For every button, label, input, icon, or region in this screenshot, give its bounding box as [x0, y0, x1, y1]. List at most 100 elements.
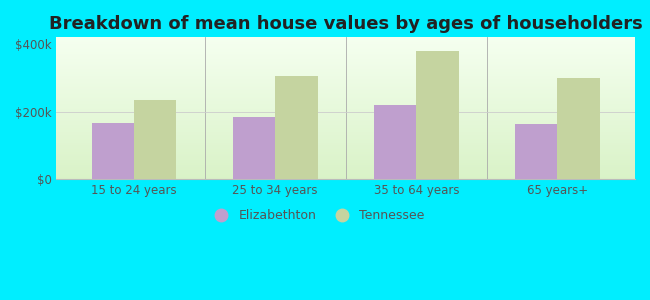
Bar — [57, 83, 635, 84]
Bar — [57, 162, 635, 163]
Bar — [57, 79, 635, 80]
Bar — [57, 59, 635, 60]
Bar — [57, 110, 635, 111]
Bar — [57, 78, 635, 79]
Bar — [57, 90, 635, 91]
Bar — [57, 132, 635, 133]
Bar — [57, 165, 635, 166]
Bar — [57, 130, 635, 131]
Bar — [57, 102, 635, 103]
Bar — [57, 77, 635, 78]
Bar — [57, 45, 635, 46]
Bar — [57, 40, 635, 41]
Bar — [57, 137, 635, 138]
Bar — [57, 142, 635, 143]
Bar — [57, 58, 635, 59]
Bar — [57, 47, 635, 48]
Bar — [57, 176, 635, 177]
Bar — [57, 143, 635, 144]
Bar — [57, 155, 635, 156]
Bar — [57, 121, 635, 122]
Bar — [57, 148, 635, 149]
Bar — [558, 78, 600, 179]
Bar — [57, 149, 635, 150]
Bar — [57, 69, 635, 70]
Bar — [57, 41, 635, 42]
Bar — [57, 173, 635, 174]
Bar — [57, 174, 635, 175]
Bar — [57, 178, 635, 179]
Bar — [57, 160, 635, 161]
Bar — [57, 109, 635, 110]
Bar — [57, 105, 635, 106]
Bar — [57, 151, 635, 152]
Bar — [57, 93, 635, 94]
Bar — [57, 171, 635, 172]
Bar — [57, 116, 635, 117]
Bar — [57, 76, 635, 77]
Bar — [57, 97, 635, 98]
Bar — [57, 161, 635, 162]
Bar — [57, 101, 635, 102]
Bar — [57, 56, 635, 57]
Bar — [57, 48, 635, 49]
Bar — [57, 111, 635, 112]
Bar — [57, 65, 635, 66]
Bar — [57, 92, 635, 93]
Bar — [57, 153, 635, 154]
Bar — [57, 55, 635, 56]
Bar — [57, 175, 635, 176]
Bar — [57, 71, 635, 72]
Bar — [57, 168, 635, 169]
Bar — [57, 154, 635, 155]
Bar — [57, 123, 635, 124]
Bar — [57, 115, 635, 116]
Bar — [57, 139, 635, 140]
Bar — [57, 100, 635, 101]
Bar — [57, 170, 635, 171]
Bar — [57, 157, 635, 158]
Bar — [57, 88, 635, 89]
Bar — [57, 172, 635, 173]
Bar — [57, 89, 635, 90]
Bar — [57, 112, 635, 113]
Bar — [57, 60, 635, 61]
Bar — [57, 128, 635, 129]
Bar — [57, 129, 635, 130]
Bar — [134, 100, 176, 179]
Bar — [57, 126, 635, 127]
Bar — [57, 103, 635, 104]
Bar — [57, 106, 635, 107]
Bar — [57, 107, 635, 108]
Bar — [57, 43, 635, 44]
Bar — [275, 76, 317, 179]
Bar — [57, 124, 635, 125]
Bar — [57, 44, 635, 45]
Bar — [57, 95, 635, 96]
Bar — [57, 122, 635, 123]
Bar — [57, 119, 635, 120]
Bar — [57, 104, 635, 105]
Bar — [57, 85, 635, 86]
Bar — [57, 61, 635, 62]
Bar — [57, 64, 635, 65]
Bar — [57, 114, 635, 115]
Bar — [57, 150, 635, 151]
Bar — [515, 124, 558, 179]
Title: Breakdown of mean house values by ages of householders: Breakdown of mean house values by ages o… — [49, 15, 643, 33]
Bar — [57, 84, 635, 85]
Bar — [57, 144, 635, 145]
Bar — [57, 125, 635, 126]
Bar — [57, 147, 635, 148]
Bar — [57, 96, 635, 97]
Bar — [57, 169, 635, 170]
Bar — [57, 53, 635, 54]
Bar — [57, 156, 635, 157]
Legend: Elizabethton, Tennessee: Elizabethton, Tennessee — [204, 204, 430, 227]
Bar — [57, 50, 635, 51]
Bar — [92, 123, 134, 179]
Bar — [57, 164, 635, 165]
Bar — [57, 136, 635, 137]
Bar — [57, 62, 635, 63]
Bar — [57, 54, 635, 55]
